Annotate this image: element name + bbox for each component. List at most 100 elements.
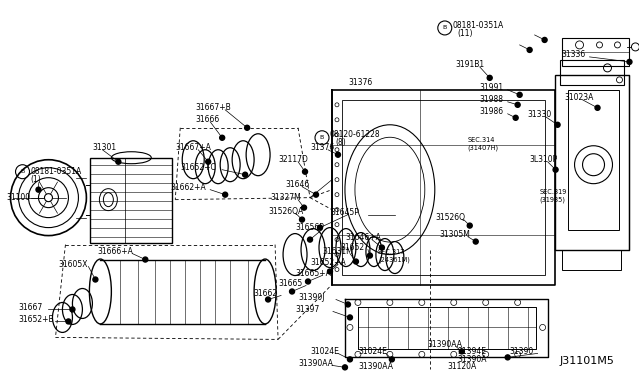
Text: (24361M): (24361M): [378, 256, 410, 263]
Circle shape: [527, 47, 532, 52]
Circle shape: [487, 76, 492, 80]
Bar: [90, 158, 172, 243]
Text: 32117D: 32117D: [278, 155, 308, 164]
Text: 31667: 31667: [19, 303, 43, 312]
Text: 08181-0351A: 08181-0351A: [452, 22, 504, 31]
Text: 31986: 31986: [480, 107, 504, 116]
Text: SEC.314: SEC.314: [468, 137, 495, 143]
Circle shape: [314, 192, 319, 197]
Text: 31390: 31390: [509, 347, 534, 356]
Text: SEC.319: SEC.319: [540, 189, 567, 195]
Text: 31666: 31666: [195, 115, 220, 124]
Text: 31988: 31988: [480, 95, 504, 104]
Text: 31665: 31665: [278, 279, 302, 288]
Text: 31100: 31100: [6, 193, 31, 202]
Circle shape: [542, 38, 547, 42]
Text: 31327M: 31327M: [270, 193, 301, 202]
Text: 31330: 31330: [527, 110, 552, 119]
Text: 31605X: 31605X: [58, 260, 88, 269]
Circle shape: [513, 115, 518, 120]
Bar: [561, 38, 630, 66]
Circle shape: [346, 302, 351, 307]
Text: B: B: [320, 135, 324, 140]
Circle shape: [266, 297, 271, 302]
Circle shape: [595, 105, 600, 110]
Text: 31667+B: 31667+B: [195, 103, 231, 112]
Text: 31024E: 31024E: [358, 347, 387, 356]
Circle shape: [244, 125, 250, 130]
Text: 31646+A: 31646+A: [345, 233, 381, 242]
Text: 31666+A: 31666+A: [97, 247, 133, 256]
Circle shape: [348, 357, 353, 362]
Circle shape: [205, 159, 211, 164]
Text: 31526QA: 31526QA: [268, 207, 303, 216]
Text: B: B: [443, 25, 447, 31]
Circle shape: [220, 135, 225, 140]
Text: SEC.317: SEC.317: [378, 248, 405, 254]
Circle shape: [389, 357, 394, 362]
Bar: [342, 100, 545, 275]
Text: 3L310P: 3L310P: [530, 155, 558, 164]
Circle shape: [66, 319, 71, 324]
Text: 31023A: 31023A: [564, 93, 594, 102]
Circle shape: [473, 239, 478, 244]
Text: 08120-61228: 08120-61228: [330, 130, 381, 139]
Circle shape: [289, 289, 294, 294]
Circle shape: [243, 172, 248, 177]
Circle shape: [305, 279, 310, 284]
Circle shape: [505, 355, 510, 360]
Circle shape: [93, 277, 98, 282]
Circle shape: [143, 257, 148, 262]
Text: 31662: 31662: [253, 289, 277, 298]
Circle shape: [460, 349, 464, 354]
Text: (1): (1): [31, 175, 41, 184]
Circle shape: [303, 169, 308, 174]
Circle shape: [335, 152, 340, 157]
Text: 31024E: 31024E: [310, 347, 339, 356]
Text: (11): (11): [458, 29, 473, 38]
Text: 31667+A: 31667+A: [175, 143, 211, 152]
Circle shape: [70, 307, 75, 312]
Circle shape: [300, 217, 305, 222]
Circle shape: [517, 92, 522, 97]
Text: 31526Q: 31526Q: [436, 213, 466, 222]
Text: 31397: 31397: [295, 305, 319, 314]
Text: 31390AA: 31390AA: [428, 340, 463, 349]
Circle shape: [36, 187, 41, 192]
Text: (31935): (31935): [540, 196, 566, 203]
Circle shape: [367, 253, 372, 258]
Text: 31652+B: 31652+B: [19, 315, 54, 324]
Text: 31376: 31376: [310, 143, 334, 152]
Text: 31394E: 31394E: [458, 347, 487, 356]
Text: (31407H): (31407H): [468, 144, 499, 151]
Circle shape: [116, 159, 121, 164]
Bar: [559, 60, 625, 85]
Text: B: B: [20, 169, 25, 174]
Circle shape: [342, 365, 348, 370]
Bar: [555, 75, 630, 250]
Circle shape: [515, 102, 520, 107]
Circle shape: [328, 269, 332, 274]
Circle shape: [627, 60, 632, 64]
Text: 31376: 31376: [348, 78, 372, 87]
Text: 31645P: 31645P: [330, 208, 359, 217]
Circle shape: [223, 192, 228, 197]
Circle shape: [553, 167, 558, 172]
Text: 31665+A: 31665+A: [295, 269, 331, 278]
Circle shape: [555, 122, 560, 127]
Text: 31652+C: 31652+C: [180, 163, 216, 172]
Text: 31390J: 31390J: [298, 293, 324, 302]
Circle shape: [301, 205, 307, 210]
Text: 08181-0351A: 08181-0351A: [31, 167, 82, 176]
Text: 31652: 31652: [340, 243, 364, 252]
Circle shape: [467, 223, 472, 228]
Circle shape: [308, 237, 312, 242]
Text: (8): (8): [335, 138, 346, 147]
Text: 31652+A: 31652+A: [310, 258, 346, 267]
Circle shape: [348, 315, 353, 320]
Text: J31101M5: J31101M5: [559, 356, 614, 366]
Text: 31646: 31646: [285, 180, 309, 189]
Circle shape: [353, 259, 358, 264]
Text: 31991: 31991: [480, 83, 504, 92]
Bar: [561, 250, 621, 270]
